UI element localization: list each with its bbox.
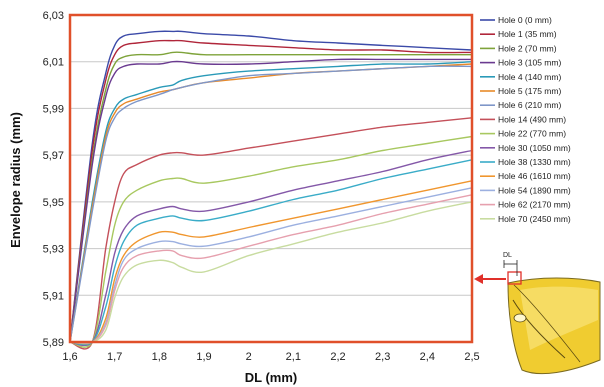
legend-entry: Hole 46 (1610 mm) <box>498 171 571 181</box>
y-tick-label: 5,95 <box>43 197 64 209</box>
y-tick-label: 5,97 <box>43 150 64 162</box>
highlight-box <box>507 271 522 285</box>
x-tick-label: 2,4 <box>420 351 435 363</box>
legend-entry: Hole 70 (2450 mm) <box>498 214 571 224</box>
series-line <box>69 61 473 343</box>
legend-entry: Hole 0 (0 mm) <box>498 15 552 25</box>
legend-entry: Hole 6 (210 mm) <box>498 100 561 110</box>
dl-label: DL <box>503 252 512 259</box>
y-axis-title: Envelope radius (mm) <box>8 112 23 248</box>
y-tick-label: 6,01 <box>43 57 64 69</box>
series-line <box>69 30 473 343</box>
legend-entry: Hole 62 (2170 mm) <box>498 200 571 210</box>
x-tick-label: 1,9 <box>196 351 211 363</box>
series-line <box>69 159 473 346</box>
series-line <box>69 51 472 343</box>
y-tick-label: 6,03 <box>43 10 64 22</box>
legend-entry: Hole 30 (1050 mm) <box>498 143 571 153</box>
x-axis-title: DL (mm) <box>245 370 297 385</box>
y-tick-label: 5,91 <box>43 290 64 302</box>
tool-hole-shape <box>513 313 527 323</box>
series-line <box>69 194 473 344</box>
x-tick-labels: 1,6 1,7 1,8 1,9 2 2,1 2,2 2,3 2,4 2,5 <box>62 351 479 363</box>
x-tick-label: 1,6 <box>62 351 77 363</box>
x-tick-label: 2,5 <box>464 351 479 363</box>
tool-edge-line <box>512 299 566 359</box>
series-line <box>69 58 472 343</box>
legend: Hole 0 (0 mm) Hole 1 (35 mm) Hole 2 (70 mm… <box>480 15 571 224</box>
legend-entry: Hole 14 (490 mm) <box>498 114 566 124</box>
series-line <box>69 65 473 343</box>
x-tick-label: 2 <box>246 351 252 363</box>
legend-entry: Hole 5 (175 mm) <box>498 86 561 96</box>
tool-edge-line-2 <box>513 284 581 363</box>
x-tick-label: 1,8 <box>152 351 167 363</box>
x-tick-label: 2,1 <box>286 351 301 363</box>
series-line <box>69 180 473 345</box>
pointer-arrow-head <box>474 274 483 284</box>
legend-entry: Hole 1 (35 mm) <box>498 29 557 39</box>
series-line <box>69 135 473 348</box>
series-line <box>69 149 473 347</box>
tool-tip-illustration: DL <box>474 252 601 375</box>
legend-entry: Hole 3 (105 mm) <box>498 58 561 68</box>
series-line <box>69 201 473 344</box>
y-tick-labels: 5,89 5,91 5,93 5,95 5,97 5,99 6,01 6,03 <box>43 10 64 349</box>
series-line <box>69 39 473 343</box>
legend-entry: Hole 2 (70 mm) <box>498 43 557 53</box>
series-line <box>69 187 473 345</box>
series-line <box>69 117 473 350</box>
x-tick-label: 1,7 <box>107 351 122 363</box>
series-lines <box>69 30 473 350</box>
legend-entry: Hole 22 (770 mm) <box>498 129 566 139</box>
y-tick-label: 5,99 <box>43 103 64 115</box>
x-tick-label: 2,2 <box>330 351 345 363</box>
legend-entry: Hole 4 (140 mm) <box>498 72 561 82</box>
y-tick-label: 5,93 <box>43 244 64 256</box>
y-tick-label: 5,89 <box>43 337 64 349</box>
x-tick-label: 2,3 <box>375 351 390 363</box>
legend-entry: Hole 38 (1330 mm) <box>498 157 571 167</box>
plot-frame <box>68 13 474 344</box>
tool-highlight-shape <box>520 286 598 350</box>
legend-entry: Hole 54 (1890 mm) <box>498 185 571 195</box>
